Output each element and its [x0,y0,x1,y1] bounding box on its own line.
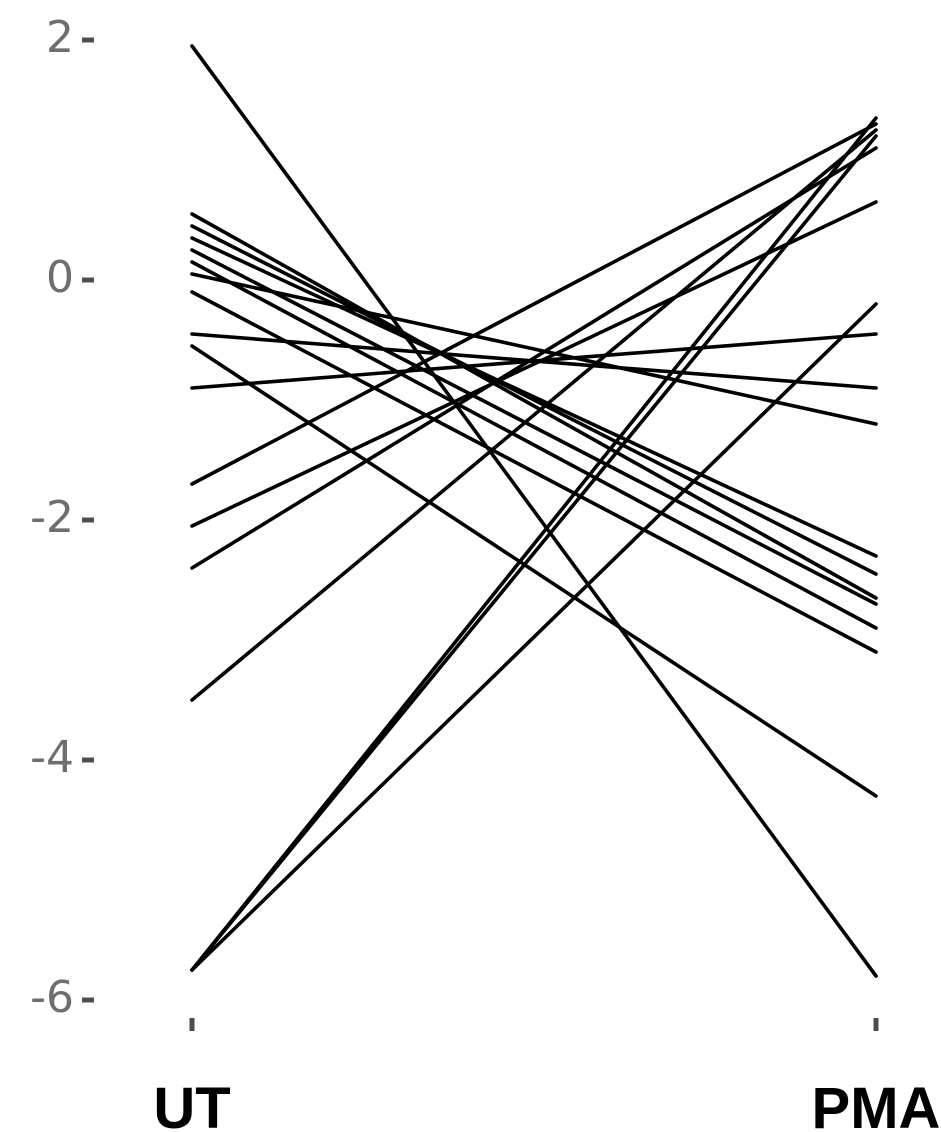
y-tick-label: 2 [46,12,74,63]
series-line-16 [190,116,878,972]
series-line-10 [190,344,878,798]
y-tick-label: -2 [30,492,74,543]
y-tick-label: -6 [30,972,74,1023]
x-tick-label-pma: PMA [812,1076,941,1132]
y-tick-label: 0 [46,252,74,303]
x-axis: UT PMA [153,1018,940,1132]
series-line-14 [190,146,878,570]
series-line-18 [190,302,878,972]
y-axis: 2 0 -2 -4 -6 [30,12,94,1023]
series-line-11 [190,332,878,390]
series-line-7 [190,272,878,426]
series-line-2 [190,212,878,600]
series-line-13 [190,200,878,528]
series-line-5 [190,248,878,606]
x-tick-label-ut: UT [153,1076,230,1132]
series-line-12 [190,122,878,486]
series-line-17 [190,134,878,972]
series-line-15 [190,128,878,702]
y-tick-label: -4 [30,732,74,783]
series-line-4 [190,236,878,558]
series-line-1 [190,44,878,978]
series-line-3 [190,224,878,576]
series-line-8 [190,290,878,654]
series-line-6 [190,260,878,630]
plot-lines [190,44,878,978]
